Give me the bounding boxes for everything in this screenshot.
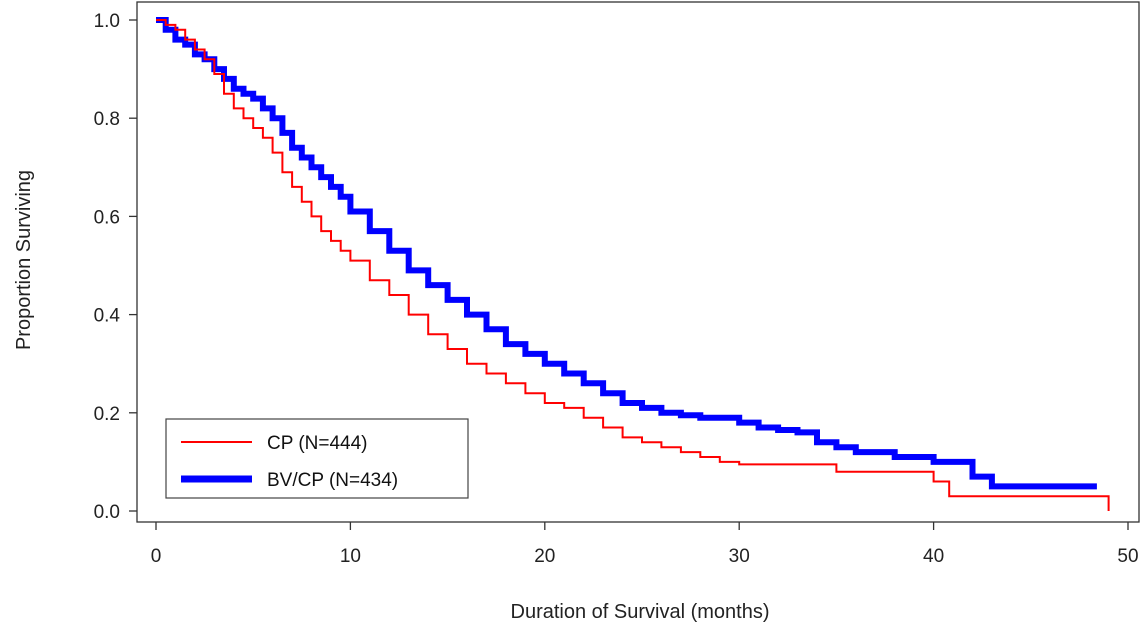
axis-ticks: 0 10 20 30 40 50 0.0 0.2 0.4 0.6 0.8 1.0 — [94, 11, 1139, 567]
x-tick-label: 30 — [729, 546, 750, 567]
series-line-bvcp — [156, 17, 1097, 490]
y-tick-label: 0.6 — [94, 207, 120, 228]
legend-label-cp: CP (N=444) — [267, 433, 368, 454]
x-tick-label: 40 — [923, 546, 944, 567]
series-line-cp — [156, 19, 1110, 511]
series-lines — [156, 17, 1110, 511]
y-tick-label: 1.0 — [94, 11, 120, 32]
legend-label-bvcp: BV/CP (N=434) — [267, 470, 398, 491]
y-axis-title: Proportion Surviving — [13, 170, 35, 350]
y-tick-label: 0.0 — [94, 502, 120, 523]
legend-box — [165, 418, 469, 499]
y-tick-label: 0.4 — [94, 306, 121, 327]
x-axis-title: Duration of Survival (months) — [511, 601, 770, 623]
y-tick-label: 0.2 — [94, 404, 120, 425]
x-tick-label: 20 — [534, 546, 555, 567]
y-tick-label: 0.8 — [94, 109, 120, 130]
x-tick-label: 10 — [340, 546, 361, 567]
x-tick-label: 0 — [151, 546, 162, 567]
x-tick-label: 50 — [1117, 546, 1138, 567]
legend: CP (N=444) BV/CP (N=434) — [165, 418, 469, 499]
plot-frame — [136, 1, 1140, 523]
